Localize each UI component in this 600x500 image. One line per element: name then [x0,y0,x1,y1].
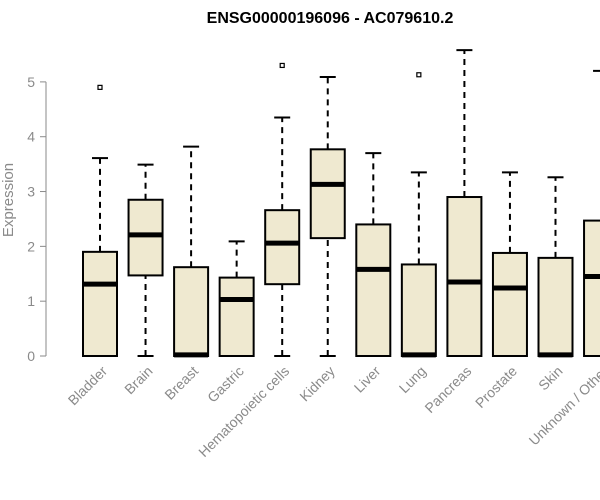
box-brain [127,163,164,357]
box-breast [173,145,210,358]
x-tick-label-lung: Lung [396,363,429,396]
boxes-group [82,49,600,358]
x-tick-label-brain: Brain [121,363,155,397]
iqr-box [537,256,574,357]
iqr-box [309,148,346,240]
outlier-point [279,62,285,69]
box-kidney [309,75,346,357]
box-liver [355,152,392,357]
y-tick-label: 0 [27,348,35,364]
x-tick-label-skin: Skin [535,363,566,394]
iqr-box [218,276,255,357]
box-hematopoietic-cells [264,62,301,357]
iqr-box [400,263,437,357]
box-bladder [82,84,118,357]
y-tick-label: 5 [27,74,35,90]
box-pancreas [446,49,483,357]
iqr-box [173,266,210,358]
y-tick-label: 3 [27,184,35,200]
box-gastric [218,240,255,357]
x-tick-label-pancreas: Pancreas [421,363,474,416]
iqr-box [446,196,483,357]
y-tick-label: 2 [27,238,35,254]
iqr-box [355,223,392,357]
iqr-box [583,219,600,357]
y-axis-label: Expression [0,163,17,237]
box-skin [537,176,574,358]
box-prostate [491,171,528,357]
y-tick-label: 4 [27,129,35,145]
y-tick-label: 1 [27,293,35,309]
iqr-box [82,250,118,357]
chart-title: ENSG00000196096 - AC079610.2 [207,10,454,27]
outlier-point [416,72,422,78]
x-tick-label-hematopoietic-cells: Hematopoietic cells [195,363,292,460]
box-unknown-other [583,69,600,357]
y-axis: 0 1 2 3 4 5 [27,74,47,364]
x-tick-label-bladder: Bladder [65,363,111,409]
x-tick-label-breast: Breast [161,363,201,403]
x-tick-label-liver: Liver [351,363,384,396]
iqr-box [491,251,528,357]
x-tick-label-prostate: Prostate [472,363,520,411]
x-tick-label-kidney: Kidney [296,363,338,405]
iqr-box [127,198,164,277]
box-lung [400,72,437,358]
outlier-point [97,84,103,90]
x-tick-label-gastric: Gastric [204,363,247,406]
iqr-box [264,209,301,286]
